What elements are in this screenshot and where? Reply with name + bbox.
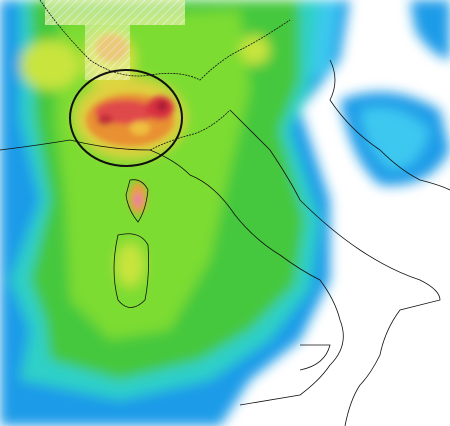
coastline-balkan — [329, 59, 450, 191]
yellow-zone — [20, 40, 80, 90]
pink-zone — [134, 193, 142, 207]
dark-red-zone — [157, 101, 167, 111]
coastline-east — [229, 109, 441, 426]
yellow-core — [130, 121, 150, 135]
coastline-west — [0, 139, 344, 406]
sicily — [299, 344, 331, 371]
corsica — [125, 179, 149, 223]
cyan-zone-adriatic — [360, 107, 430, 170]
hatched-area — [45, 0, 185, 25]
yellow-zone-sardinia — [116, 243, 144, 287]
borders — [39, 0, 291, 81]
blue-zone-northeast — [410, 0, 450, 60]
borders — [149, 109, 231, 151]
dark-red-zone — [97, 115, 113, 125]
yellow-zone — [240, 35, 270, 65]
sardinia — [113, 233, 149, 308]
highlight-circle — [69, 69, 183, 167]
